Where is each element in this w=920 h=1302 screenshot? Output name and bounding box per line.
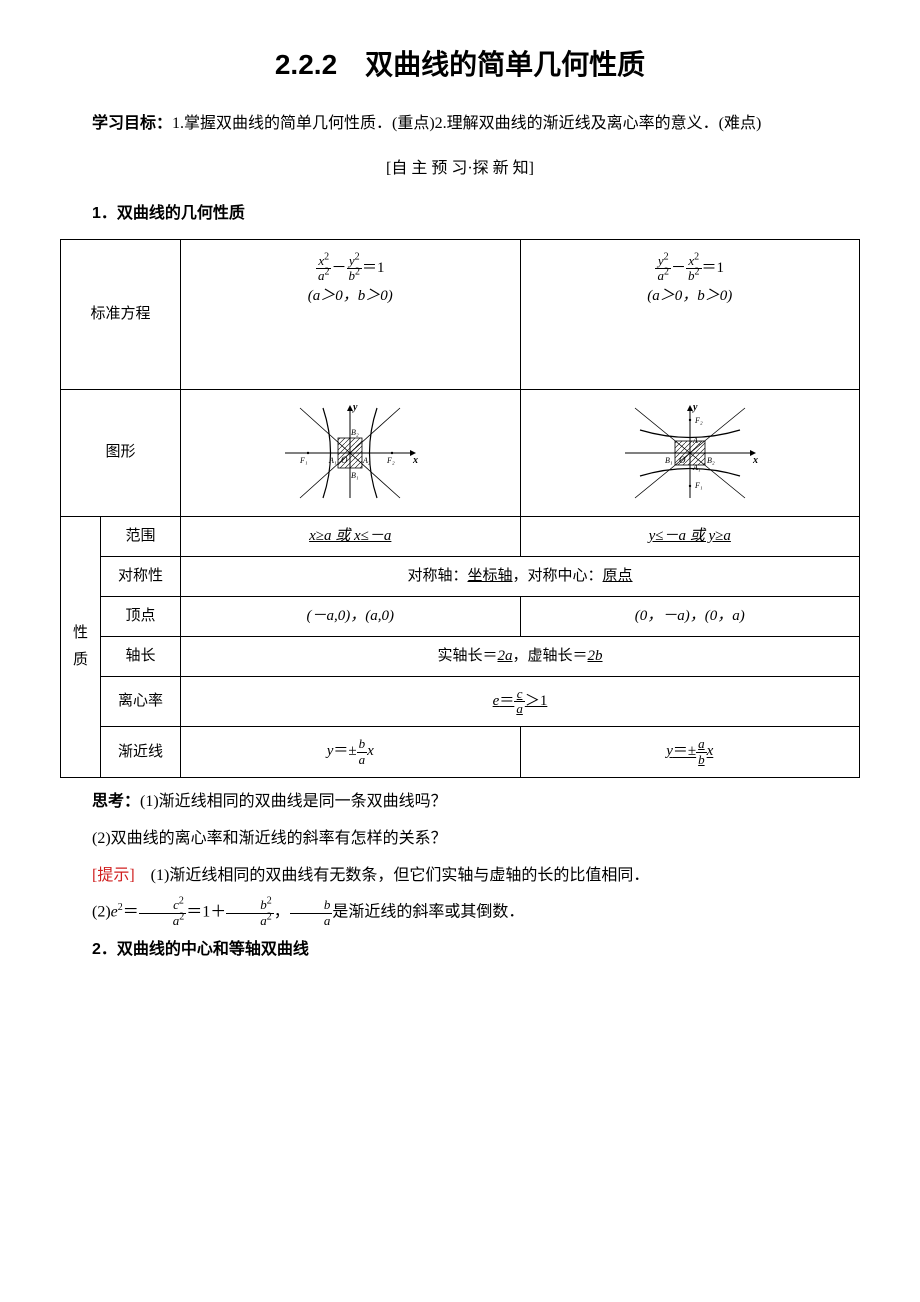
table-row: 离心率 e＝ca＞1 [61,676,860,727]
svg-text:B₂: B₂ [707,456,715,465]
cell-prop-label: 性质 [61,516,101,777]
cell-vertex2: (0，－a)，(0，a) [520,596,860,636]
hint-paragraph: [提示] (1)渐近线相同的双曲线有无数条，但它们实轴与虚轴的长的比值相同． [60,862,860,891]
svg-text:B₁: B₁ [351,471,359,480]
eq1-cond: (a＞0，b＞0) [308,288,393,304]
sec2-heading: 2．双曲线的中心和等轴双曲线 [60,936,860,965]
cell-eq1: x2a2－y2b2＝1 (a＞0，b＞0) [181,239,521,389]
svg-text:y: y [692,402,698,413]
cell-axis-label: 轴长 [101,636,181,676]
cell-asym2: y＝±abx [520,727,860,778]
table-row: 轴长 实轴长＝2a，虚轴长＝2b [61,636,860,676]
svg-text:y: y [352,402,358,413]
intro-paragraph: 学习目标：1.掌握双曲线的简单几何性质．(重点)2.理解双曲线的渐近线及离心率的… [60,110,860,139]
cell-axis: 实轴长＝2a，虚轴长＝2b [181,636,860,676]
page-title: 2.2.2 双曲线的简单几何性质 [60,40,860,90]
properties-table: 标准方程 x2a2－y2b2＝1 (a＞0，b＞0) y2a2－x2b2＝1 (… [60,239,860,778]
svg-text:O: O [679,455,686,465]
think-q2: (2)双曲线的离心率和渐近线的斜率有怎样的关系？ [60,825,860,854]
svg-text:A₂: A₂ [692,436,701,445]
svg-text:A₁: A₁ [692,463,701,472]
cell-graph1: y x O A₁ A₂ B₂ B₁ F₁ F₂ [181,389,521,516]
table-row: 图形 [61,389,860,516]
table-row: 顶点 (－a,0)，(a,0) (0，－a)，(0，a) [61,596,860,636]
cell-sym-label: 对称性 [101,556,181,596]
cell-vertex-label: 顶点 [101,596,181,636]
intro-label: 学习目标： [92,115,172,132]
table-row: 渐近线 y＝±bax y＝±abx [61,727,860,778]
svg-text:F₁: F₁ [299,456,308,465]
hint-a2: (2)e2＝c2a2＝1＋b2a2，ba是渐近线的斜率或其倒数． [60,898,860,928]
cell-vertex1: (－a,0)，(a,0) [181,596,521,636]
svg-text:B₂: B₂ [351,428,359,437]
cell-eq-label: 标准方程 [61,239,181,389]
hyperbola-x-graph: y x O A₁ A₂ B₂ B₁ F₁ F₂ [275,398,425,508]
svg-text:F₂: F₂ [694,416,703,425]
svg-text:F₂: F₂ [386,456,395,465]
think-label: 思考： [92,793,140,810]
cell-graph2: y x O A₂ A₁ B₁ B₂ F₂ F₁ [520,389,860,516]
cell-range2: y≤－a 或 y≥a [520,516,860,556]
section-preview: [自 主 预 习·探 新 知] [60,155,860,184]
eq2-cond: (a＞0，b＞0) [647,288,732,304]
sec1-heading: 1．双曲线的几何性质 [60,200,860,229]
hint-label: [提示] [92,867,135,884]
svg-text:A₁: A₁ [328,456,337,465]
table-row: 标准方程 x2a2－y2b2＝1 (a＞0，b＞0) y2a2－x2b2＝1 (… [61,239,860,389]
hint-a2-text: 是渐近线的斜率或其倒数． [332,904,524,921]
svg-text:F₁: F₁ [694,481,703,490]
think-q1: (1)渐近线相同的双曲线是同一条双曲线吗？ [140,793,447,810]
table-row: 对称性 对称轴：坐标轴，对称中心：原点 [61,556,860,596]
cell-ecc-label: 离心率 [101,676,181,727]
svg-text:A₂: A₂ [362,456,371,465]
svg-text:x: x [752,455,758,466]
cell-graph-label: 图形 [61,389,181,516]
think-paragraph: 思考：(1)渐近线相同的双曲线是同一条双曲线吗？ [60,788,860,817]
svg-text:B₁: B₁ [665,456,673,465]
svg-text:O: O [341,455,348,465]
hyperbola-y-graph: y x O A₂ A₁ B₁ B₂ F₂ F₁ [615,398,765,508]
intro-text: 1.掌握双曲线的简单几何性质．(重点)2.理解双曲线的渐近线及离心率的意义．(难… [172,115,761,132]
cell-range-label: 范围 [101,516,181,556]
table-row: 性质 范围 x≥a 或 x≤－a y≤－a 或 y≥a [61,516,860,556]
cell-asym-label: 渐近线 [101,727,181,778]
hint-a1: (1)渐近线相同的双曲线有无数条，但它们实轴与虚轴的长的比值相同． [135,867,650,884]
cell-eq2: y2a2－x2b2＝1 (a＞0，b＞0) [520,239,860,389]
cell-sym: 对称轴：坐标轴，对称中心：原点 [181,556,860,596]
cell-ecc: e＝ca＞1 [181,676,860,727]
cell-range1: x≥a 或 x≤－a [181,516,521,556]
cell-asym1: y＝±bax [181,727,521,778]
svg-text:x: x [412,455,418,466]
